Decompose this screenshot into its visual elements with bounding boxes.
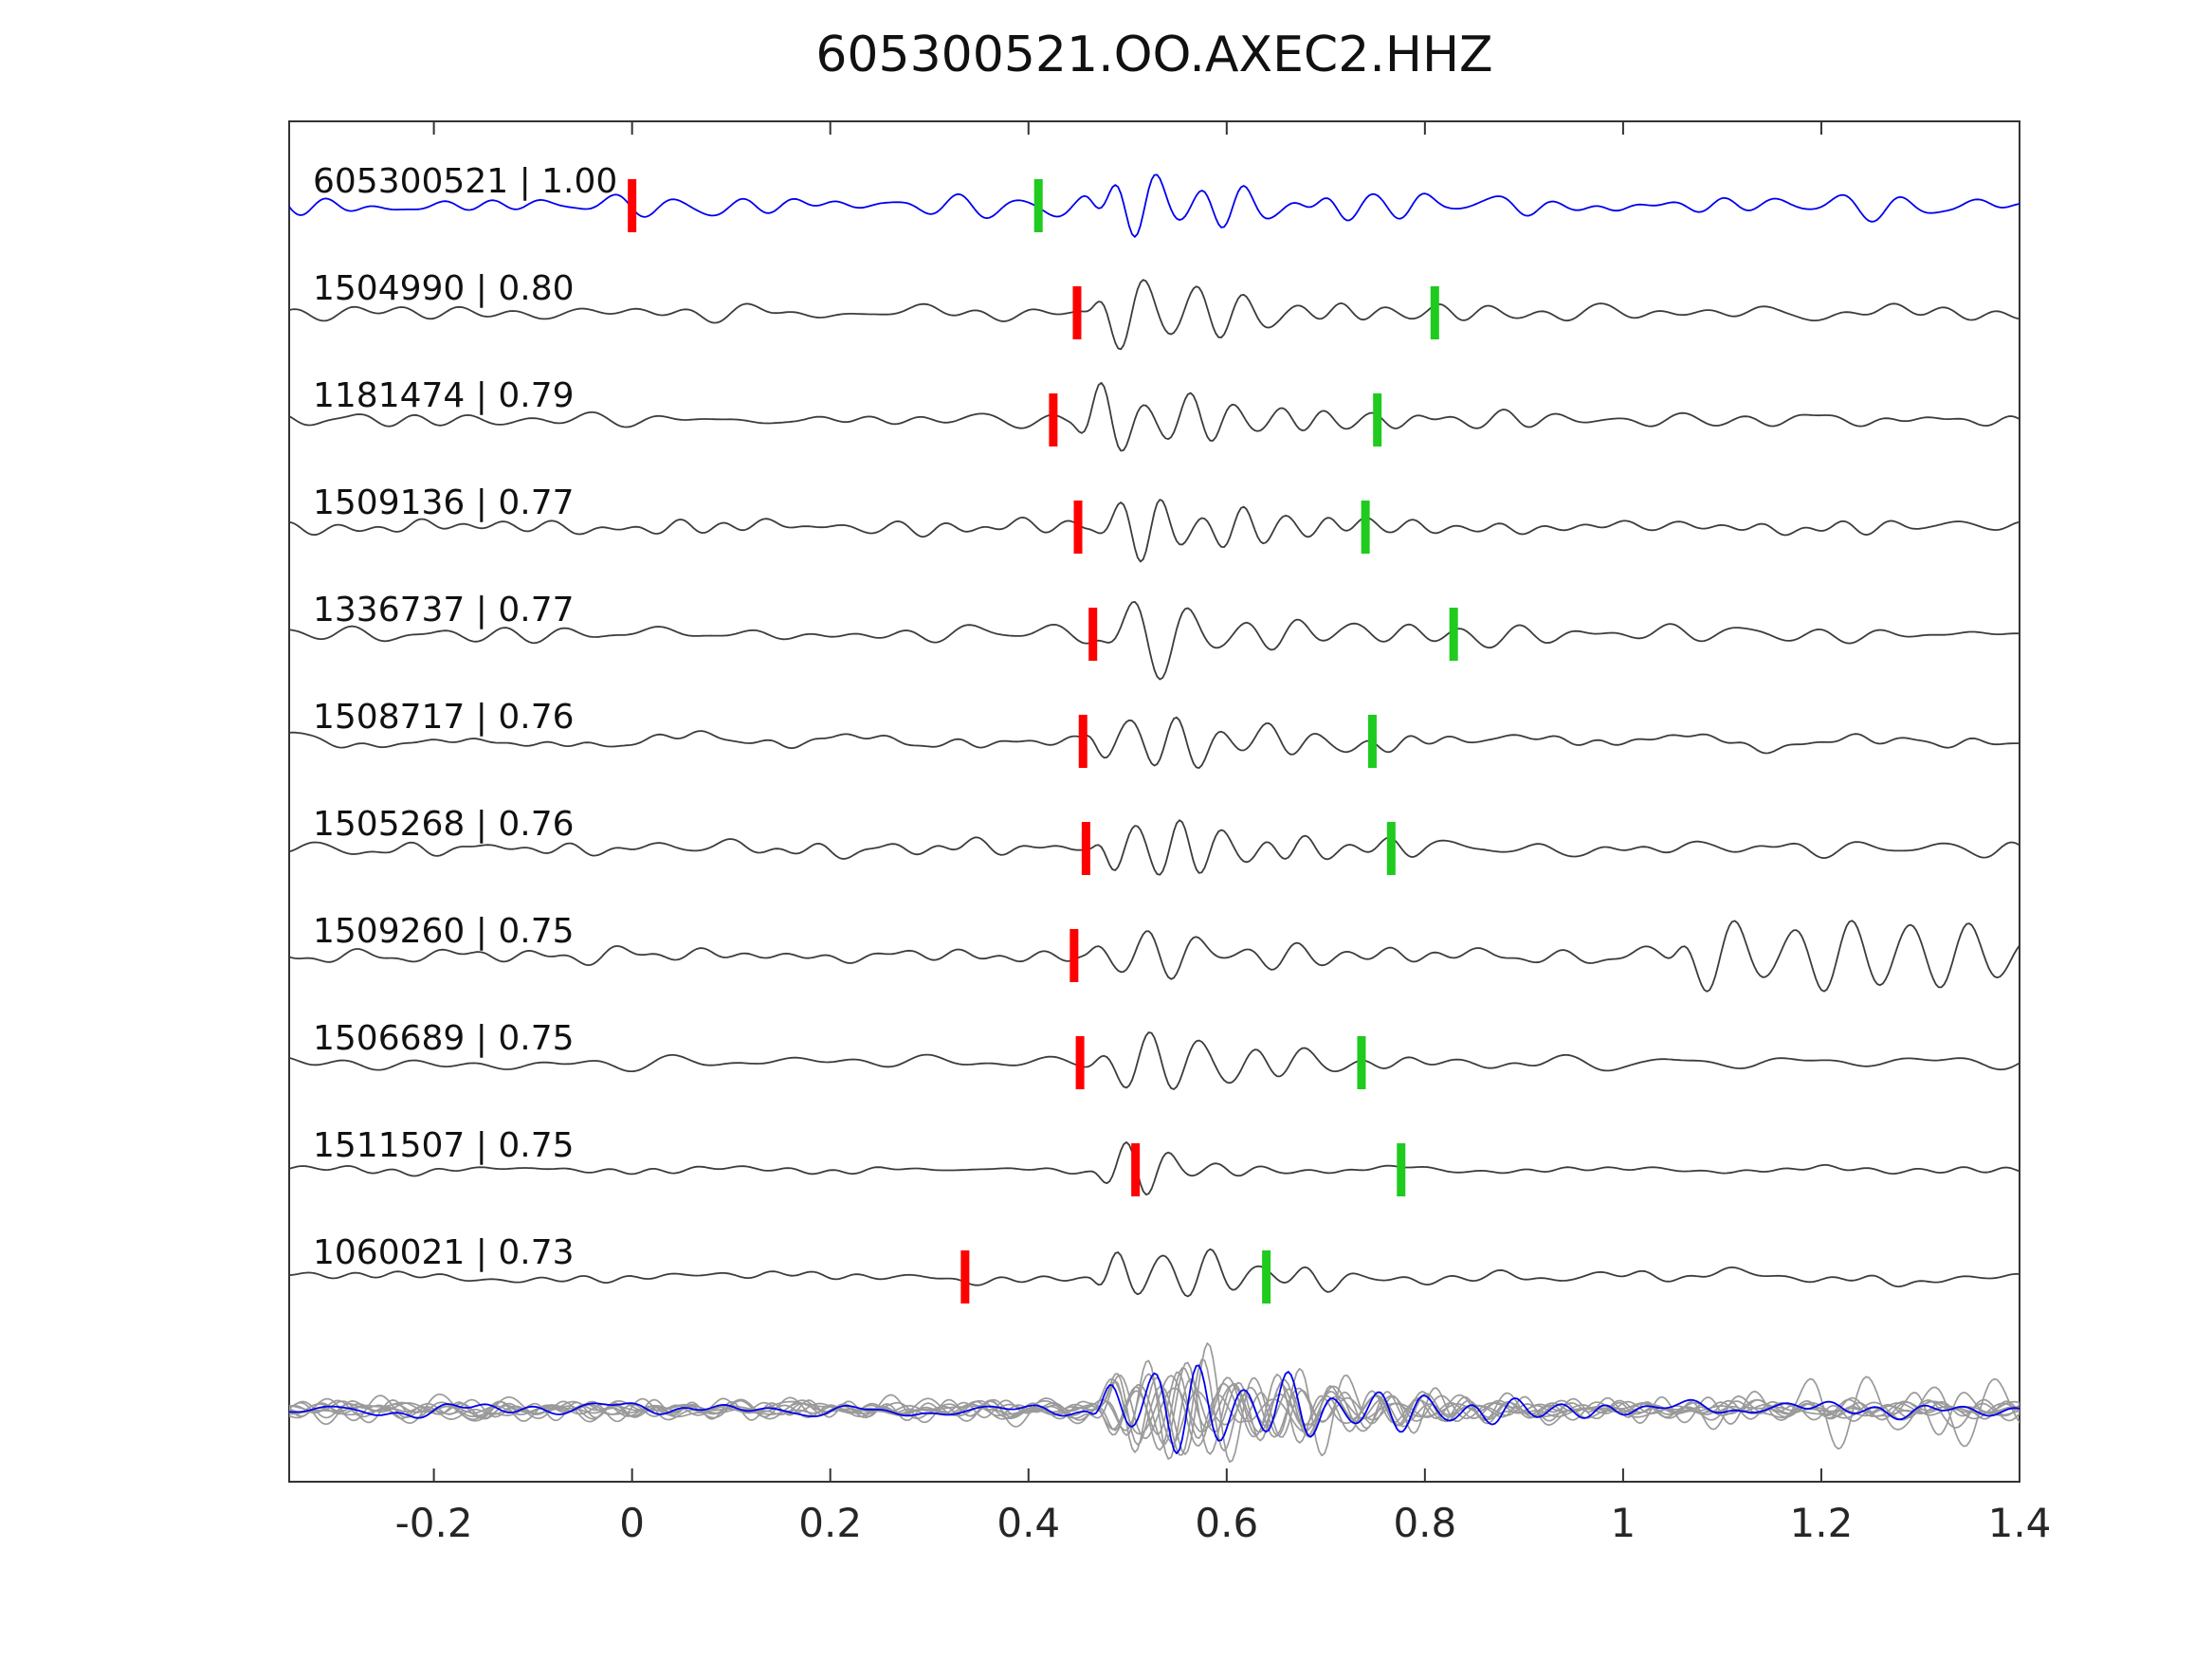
trace-group: 1506689 | 0.75: [289, 1019, 2020, 1090]
trace-label: 1509260 | 0.75: [313, 912, 575, 951]
trace-group: 1509136 | 0.77: [289, 483, 2020, 563]
waveform-trace: [289, 716, 2020, 769]
overlay-stack: [289, 1342, 2020, 1463]
x-tick-label: 1: [1611, 1500, 1636, 1546]
overlay-gray-trace: [289, 1361, 2020, 1455]
trace-group: 1511507 | 0.75: [289, 1126, 2020, 1196]
trace-label: 1505268 | 0.76: [313, 805, 575, 844]
waveform-trace: [289, 279, 2020, 351]
trace-label: 605300521 | 1.00: [313, 162, 617, 201]
x-axis: -0.2 0 0.2 0.4 0.6 0.8 1 1.2 1.4: [395, 121, 2052, 1546]
trace-group: 1505268 | 0.76: [289, 805, 2020, 876]
x-tick-label: -0.2: [395, 1500, 473, 1546]
overlay-template-trace: [289, 1364, 2020, 1455]
chart-title: 605300521.OO.AXEC2.HHZ: [815, 27, 1493, 83]
waveform-trace: [289, 173, 2020, 238]
trace-label: 1511507 | 0.75: [313, 1126, 575, 1165]
overlay-gray-trace: [289, 1367, 2020, 1451]
x-tick-label: 1.4: [1988, 1500, 2052, 1546]
overlay-gray-trace: [289, 1342, 2020, 1463]
x-tick-label: 0.4: [996, 1500, 1060, 1546]
waveform-trace: [289, 819, 2020, 876]
trace-label: 1504990 | 0.80: [313, 269, 575, 308]
trace-label: 1181474 | 0.79: [313, 376, 575, 415]
trace-label: 1509136 | 0.77: [313, 483, 575, 522]
waveform-trace: [289, 601, 2020, 681]
x-tick-label: 0.6: [1195, 1500, 1258, 1546]
trace-label: 1060021 | 0.73: [313, 1233, 575, 1272]
trace-label: 1506689 | 0.75: [313, 1019, 575, 1058]
waveform-trace: [289, 1141, 2020, 1195]
trace-group: 1509260 | 0.75: [289, 912, 2020, 993]
trace-group: 1504990 | 0.80: [289, 269, 2020, 351]
trace-group: 605300521 | 1.00: [289, 162, 2020, 238]
waveform-trace: [289, 1031, 2020, 1090]
trace-label: 1336737 | 0.77: [313, 591, 575, 629]
x-tick-label: 0.8: [1393, 1500, 1456, 1546]
trace-group: 1060021 | 0.73: [289, 1233, 2020, 1304]
x-tick-label: 0: [619, 1500, 645, 1546]
trace-label: 1508717 | 0.76: [313, 698, 575, 737]
trace-group: 1336737 | 0.77: [289, 591, 2020, 681]
trace-group: 1181474 | 0.79: [289, 376, 2020, 452]
waveform-trace: [289, 381, 2020, 452]
x-tick-label: 1.2: [1790, 1500, 1854, 1546]
axes-box: [288, 120, 2020, 1483]
x-tick-label: 0.2: [798, 1500, 862, 1546]
waveform-trace: [289, 1248, 2020, 1298]
trace-group: 1508717 | 0.76: [289, 698, 2020, 769]
waveform-trace: [289, 499, 2020, 563]
waveform-trace: [289, 920, 2020, 993]
